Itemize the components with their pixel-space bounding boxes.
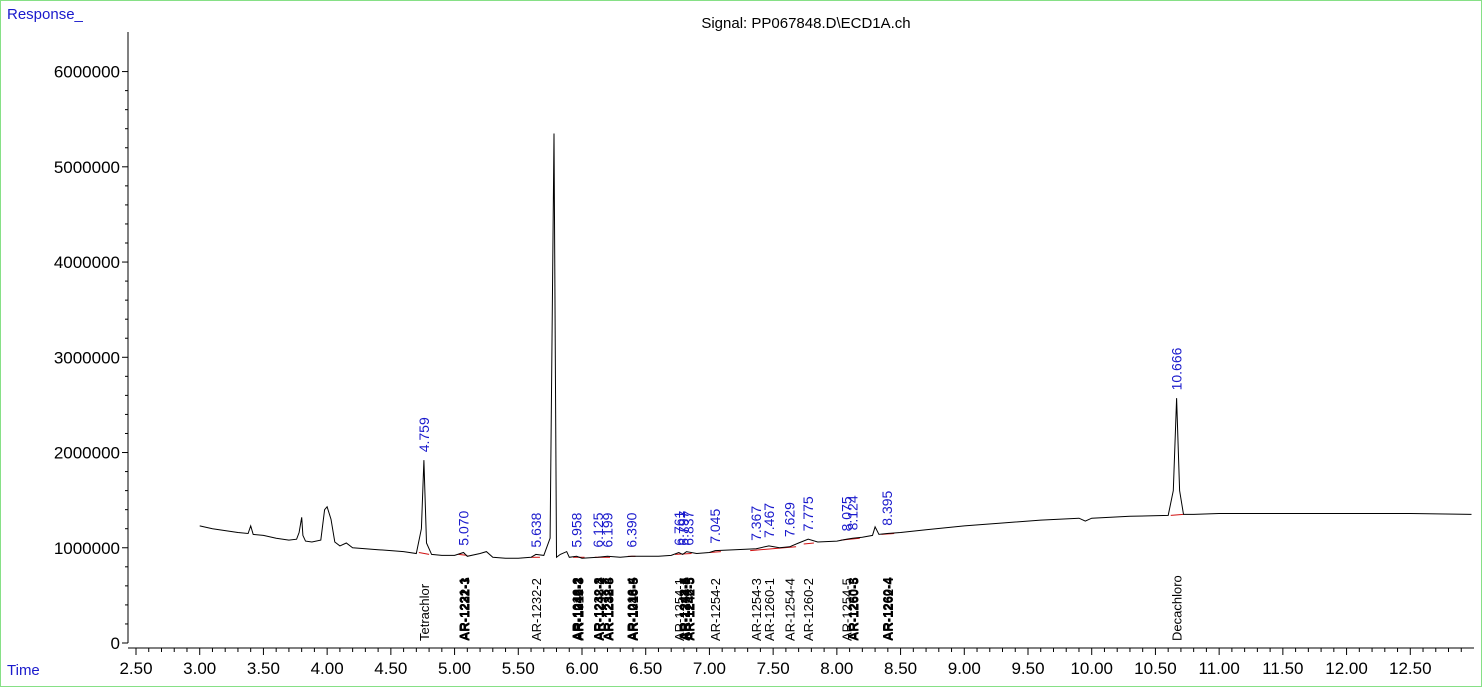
y-tick-label: 3000000: [54, 348, 120, 367]
compound-label: AR-1254-5: [839, 578, 854, 641]
x-tick-label: 6.50: [629, 659, 662, 678]
peak-label: 7.467: [761, 503, 777, 538]
peak-label: 5.070: [456, 510, 472, 545]
signal-line: [199, 133, 1472, 559]
compound-label: AR-1016-2: [570, 577, 585, 641]
x-tick-label: 10.50: [1134, 659, 1177, 678]
compound-label: AR-1260-3: [846, 577, 861, 641]
compound-label: AR-1232-5: [602, 577, 617, 641]
peak-label: 4.759: [416, 417, 432, 452]
compound-label: AR-1016-3: [571, 577, 586, 641]
peak-label: 7.629: [782, 502, 798, 537]
compound-label: AR-1242-4: [592, 577, 607, 641]
compound-label: AR-1232-1: [457, 577, 472, 641]
x-tick-label: 11.50: [1262, 659, 1303, 678]
compound-label: AR-1254-3: [749, 578, 764, 641]
compound-labels: Tetrachlor AR-1221-1AR-1232-1AR-1222-3 AR-…: [417, 575, 1185, 641]
compound-label: AR-1248-5: [625, 577, 640, 641]
peak-label: 10.666: [1169, 347, 1185, 390]
compound-label: AR-1248-4: [677, 577, 692, 641]
compound-label: AR-1242-5: [682, 577, 697, 641]
peak-label: 8.395: [879, 490, 895, 525]
peak-label: 7.367: [748, 506, 764, 541]
peak-label: 6.837: [681, 510, 697, 545]
peak-label: 8.124: [845, 495, 861, 530]
compound-label: AR-1221-1: [457, 577, 472, 641]
x-tick-label: 5.00: [438, 659, 471, 678]
compound-label: AR-1248-1: [570, 577, 585, 641]
compound-label: AR-1254-2: [708, 578, 723, 641]
peak-label: 5.958: [569, 512, 585, 547]
x-tick-label: 7.00: [693, 659, 726, 678]
x-tick-label: 8.50: [884, 659, 917, 678]
peak-label: 6.199: [599, 512, 615, 547]
x-tick-label: 2.50: [119, 659, 152, 678]
compound-label: AR-1260-2: [801, 578, 816, 641]
y-axis-label: Response_: [7, 6, 83, 23]
x-tick-label: 4.50: [374, 659, 407, 678]
x-tick-label: 11.00: [1199, 659, 1240, 678]
x-axis-label: Time: [7, 662, 40, 679]
compound-label: AR-1248-3: [601, 577, 616, 641]
compound-label: AR-1254-4: [783, 578, 798, 641]
compound-label: AR-1254-1: [672, 578, 687, 641]
peak-label: 6.390: [624, 512, 640, 547]
compound-label: AR-1254-4: [678, 577, 693, 641]
peak-label: 8.075: [838, 496, 854, 531]
y-tick-label: 6000000: [54, 63, 120, 82]
peak-label: 5.638: [528, 512, 544, 547]
integration-baselines: [418, 513, 1184, 558]
peak-label: 6.797: [676, 510, 692, 545]
compound-label: Tetrachlor: [417, 583, 432, 641]
compound-label: Decachloro: [1170, 575, 1185, 641]
compound-label: AR-1262-4: [881, 577, 896, 641]
x-tick-label: 3.50: [247, 659, 280, 678]
chart-title: Signal: PP067848.D\ECD1A.ch: [701, 15, 911, 32]
peak-label: 6.761: [671, 510, 687, 545]
x-tick-label: 4.00: [311, 659, 344, 678]
y-tick-label: 1000000: [54, 539, 120, 558]
x-tick-label: 6.00: [565, 659, 598, 678]
x-tick-label: 12.50: [1389, 659, 1432, 678]
compound-label: AR-1260-5: [846, 577, 861, 641]
x-tick-label: 9.00: [948, 659, 981, 678]
axes: 0 1000000 2000000 3000000 4000000 5000000 6000…: [54, 32, 1474, 678]
peak-label: 6.125: [590, 512, 606, 547]
compound-label: AR-1242-3: [571, 577, 586, 641]
x-tick-label: 8.00: [820, 659, 853, 678]
compound-label: AR-1222-3: [458, 577, 473, 641]
peak-label: 7.045: [707, 509, 723, 544]
compound-label: AR-1242-5: [677, 577, 692, 641]
baseline-segment: [418, 552, 430, 555]
y-tick-label: 5000000: [54, 158, 120, 177]
compound-label: AR-1232-4: [600, 577, 615, 641]
y-tick-label: 2000000: [54, 444, 120, 463]
x-tick-label: 12.00: [1325, 659, 1368, 678]
baseline-segment: [1170, 513, 1184, 516]
x-tick-label: 9.50: [1011, 659, 1044, 678]
compound-label: AR-1260-1: [762, 578, 777, 641]
signal-trace: [199, 133, 1472, 559]
y-tick-label: 0: [111, 634, 120, 653]
baseline-segment: [803, 542, 814, 545]
compound-label: AR-1016-5: [626, 577, 641, 641]
compound-label: AR-1248-5: [682, 577, 697, 641]
y-tick-label: 4000000: [54, 253, 120, 272]
compound-label: AR-1232-2: [529, 578, 544, 641]
compound-label: AR-1260-4: [880, 577, 895, 641]
x-tick-label: 10.00: [1070, 659, 1113, 678]
compound-label: AR-1232-3: [591, 577, 606, 641]
x-tick-label: 5.50: [502, 659, 535, 678]
compound-label: AR-1248-2: [592, 577, 607, 641]
x-tick-label: 7.50: [757, 659, 790, 678]
baseline-segment: [750, 546, 797, 552]
compound-label: AR-1016-4: [625, 577, 640, 641]
x-tick-label: 3.00: [183, 659, 216, 678]
peak-label: 7.775: [800, 496, 816, 531]
